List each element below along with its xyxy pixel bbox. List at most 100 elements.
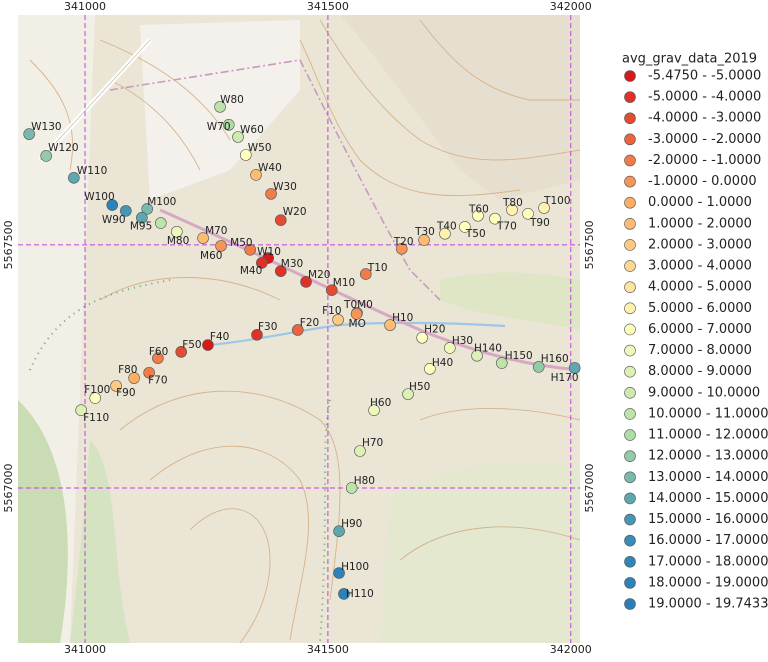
legend-label: 19.0000 - 19.7433 bbox=[648, 597, 768, 612]
point-label: M80 bbox=[167, 235, 189, 247]
point-label: T60 bbox=[468, 204, 489, 216]
point-label: M40 bbox=[240, 265, 262, 277]
gravity-point bbox=[418, 234, 430, 246]
point-label: F110 bbox=[83, 412, 109, 424]
legend-swatch bbox=[624, 239, 636, 251]
contour bbox=[119, 390, 341, 601]
point-label: W70 bbox=[207, 121, 231, 133]
y-coord-label: 5567500 bbox=[583, 220, 596, 269]
point-label: H10 bbox=[392, 312, 413, 324]
legend-swatch bbox=[624, 534, 636, 547]
gravity-point bbox=[424, 363, 436, 375]
contour bbox=[299, 39, 521, 196]
gravity-point bbox=[232, 131, 244, 143]
point-label: F90 bbox=[116, 387, 135, 399]
gravity-point bbox=[300, 276, 312, 288]
point-label: T80 bbox=[502, 197, 523, 209]
gravity-point bbox=[251, 329, 263, 341]
gravity-point bbox=[402, 388, 414, 400]
point-label: F20 bbox=[300, 317, 319, 329]
point-label: M20 bbox=[308, 269, 330, 281]
x-coord-label: 341000 bbox=[64, 0, 106, 13]
point-label: T30 bbox=[414, 226, 435, 238]
contour bbox=[419, 19, 580, 101]
gravity-point bbox=[471, 349, 483, 362]
gravity-point bbox=[333, 567, 345, 579]
legend-label: 6.0000 - 7.0000 bbox=[648, 322, 752, 337]
legend-swatch bbox=[624, 218, 636, 230]
legend-label: 16.0000 - 17.0000 bbox=[648, 533, 768, 548]
point-label: W50 bbox=[248, 142, 272, 154]
contour bbox=[149, 445, 310, 641]
point-label: T20 bbox=[393, 236, 414, 248]
gravity-point bbox=[106, 199, 119, 211]
gravity-point bbox=[495, 357, 508, 369]
point-label: M10 bbox=[333, 277, 355, 289]
gravity-point bbox=[215, 240, 227, 252]
x-coord-label: 341000 bbox=[64, 643, 106, 656]
gravity-point bbox=[459, 221, 471, 233]
point-label: M60 bbox=[200, 250, 222, 262]
contours bbox=[29, 19, 580, 643]
boundary bbox=[109, 59, 301, 91]
gravity-point bbox=[256, 257, 268, 269]
point-label: F80 bbox=[118, 364, 137, 376]
point-label: W30 bbox=[273, 181, 297, 193]
point-label: MO bbox=[349, 318, 366, 330]
point-label: W80 bbox=[220, 94, 244, 106]
legend-swatch bbox=[624, 471, 636, 484]
point-label: W20 bbox=[283, 206, 307, 218]
legend-swatch bbox=[624, 281, 636, 294]
legend-label: 1.0000 - 2.0000 bbox=[648, 216, 752, 231]
legend-label: 5.0000 - 6.0000 bbox=[648, 301, 752, 316]
y-coord-label: 5567000 bbox=[2, 463, 15, 512]
point-label: W130 bbox=[31, 121, 61, 133]
gravity-point bbox=[75, 404, 87, 416]
x-coord-label: 341500 bbox=[307, 0, 349, 13]
gravity-point bbox=[223, 119, 235, 131]
point-label: H60 bbox=[370, 397, 391, 409]
legend-swatch bbox=[624, 70, 636, 82]
gravity-point bbox=[244, 243, 256, 256]
gravity-point bbox=[40, 150, 52, 162]
x-coord-label: 342000 bbox=[550, 643, 592, 656]
point-label: H30 bbox=[452, 335, 473, 347]
gravity-point bbox=[152, 352, 164, 364]
point-label: W120 bbox=[48, 142, 78, 154]
point-label: W100 bbox=[84, 191, 114, 203]
gravity-point bbox=[568, 362, 581, 374]
gravity-point bbox=[359, 268, 372, 280]
gravity-point bbox=[23, 128, 35, 140]
basemap bbox=[18, 15, 580, 643]
legend-label: 10.0000 - 11.0000 bbox=[648, 406, 768, 421]
gravity-point bbox=[136, 211, 148, 224]
gravity-point bbox=[68, 172, 80, 184]
legend-label: -4.0000 - -3.0000 bbox=[648, 111, 761, 126]
legend: avg_grav_data_2019 -5.4750 - -5.0000 -5.0… bbox=[622, 52, 768, 612]
legend-swatch bbox=[624, 386, 636, 399]
path bbox=[29, 279, 171, 371]
contour bbox=[99, 277, 281, 301]
legend-label: 0.0000 - 1.0000 bbox=[648, 195, 752, 210]
y-coord-label: 5567000 bbox=[583, 463, 596, 512]
gravity-point bbox=[110, 380, 122, 392]
gravity-point bbox=[444, 342, 456, 354]
gravity-point bbox=[197, 232, 209, 244]
point-label: H20 bbox=[424, 324, 445, 336]
point-label: F50 bbox=[182, 339, 201, 351]
point-label: H70 bbox=[362, 437, 383, 449]
meadow bbox=[380, 461, 580, 643]
x-coord-label: 342000 bbox=[550, 0, 592, 13]
gravity-point bbox=[89, 392, 102, 404]
legend-swatch bbox=[624, 323, 636, 336]
gravity-point bbox=[345, 482, 358, 494]
legend-label: 8.0000 - 9.0000 bbox=[648, 364, 752, 379]
legend-label: -5.4750 - -5.0000 bbox=[648, 69, 761, 84]
legend-label: 17.0000 - 18.0000 bbox=[648, 554, 768, 569]
point-label: W60 bbox=[240, 124, 264, 136]
gravity-point bbox=[368, 404, 380, 416]
gravity-point bbox=[274, 214, 287, 226]
road bbox=[159, 208, 580, 372]
point-label: H50 bbox=[409, 381, 430, 393]
